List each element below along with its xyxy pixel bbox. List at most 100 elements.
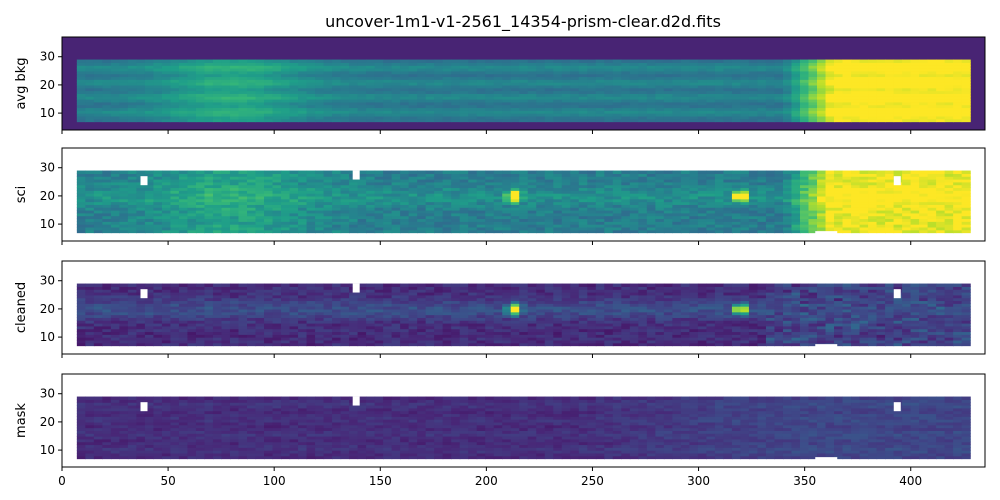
heatmap-cell — [442, 224, 452, 228]
heatmap-cell — [604, 79, 614, 83]
heatmap-cell — [212, 190, 223, 194]
heatmap-cell — [272, 176, 282, 180]
heatmap-cell — [119, 184, 129, 189]
heatmap-cell — [374, 115, 384, 120]
heatmap-cell — [893, 59, 903, 63]
heatmap-cell — [663, 93, 673, 97]
heatmap-cell — [195, 84, 206, 89]
heatmap-cell — [468, 176, 478, 180]
heatmap-cell — [187, 179, 197, 183]
heatmap-cell — [646, 79, 656, 83]
heatmap-cell — [247, 99, 257, 103]
heatmap-cell — [306, 104, 316, 109]
heatmap-cell — [170, 190, 180, 194]
heatmap-cell — [748, 110, 759, 114]
heatmap-cell — [468, 62, 478, 66]
heatmap-cell — [493, 207, 503, 211]
heatmap-cell — [604, 87, 614, 92]
heatmap-cell — [221, 224, 231, 228]
heatmap-cell — [238, 184, 248, 189]
heatmap-cell — [570, 184, 580, 189]
heatmap-cell — [85, 82, 95, 86]
heatmap-cell — [553, 99, 563, 103]
heatmap-cell — [102, 87, 112, 92]
heatmap-cell — [272, 70, 282, 75]
heatmap-cell — [170, 181, 180, 186]
heatmap-cell — [519, 221, 529, 225]
heatmap-cell — [689, 79, 699, 83]
heatmap-cell — [187, 113, 197, 117]
heatmap-cell — [817, 118, 827, 123]
heatmap-cell — [485, 195, 495, 200]
heatmap-cell — [544, 90, 554, 94]
heatmap-cell — [834, 110, 844, 114]
heatmap-cell — [332, 212, 342, 217]
heatmap-cell — [936, 170, 946, 174]
heatmap-cell — [247, 212, 257, 217]
heatmap-cell — [127, 65, 138, 69]
heatmap-cell — [340, 84, 350, 89]
heatmap-cell — [817, 73, 827, 78]
heatmap-cell — [527, 104, 537, 109]
heatmap-cell — [315, 221, 325, 225]
heatmap-cell — [153, 170, 163, 174]
heatmap-cell — [646, 110, 656, 114]
heatmap-cell — [851, 73, 861, 78]
heatmap-cell — [800, 101, 810, 106]
heatmap-cell — [204, 96, 214, 100]
heatmap-cell — [697, 115, 708, 120]
heatmap-cell — [595, 190, 605, 194]
heatmap-cell — [298, 84, 308, 89]
heatmap-cell — [561, 207, 571, 211]
heatmap-cell — [425, 201, 435, 205]
heatmap-cell — [221, 96, 231, 100]
heatmap-cell — [714, 90, 725, 94]
heatmap-cell — [706, 65, 716, 69]
heatmap-cell — [570, 193, 580, 197]
heatmap-cell — [510, 212, 520, 217]
heatmap-cell — [927, 68, 937, 72]
heatmap-cell — [587, 104, 597, 109]
heatmap-cell — [93, 221, 103, 225]
heatmap-cell — [383, 87, 393, 92]
heatmap-cell — [629, 96, 639, 100]
heatmap-cell — [306, 76, 316, 80]
heatmap-cell — [655, 84, 665, 89]
heatmap-cell — [102, 170, 112, 174]
heatmap-cell — [272, 184, 282, 189]
heatmap-cell — [144, 101, 155, 106]
heatmap-cell — [434, 62, 444, 66]
heatmap-cell — [689, 107, 699, 111]
heatmap-cell — [144, 283, 155, 287]
heatmap-cell — [536, 79, 546, 83]
heatmap-cell — [476, 229, 486, 234]
heatmap-cell — [476, 93, 486, 97]
heatmap-cell — [102, 184, 112, 189]
heatmap-cell — [315, 170, 325, 174]
heatmap-cell — [127, 210, 138, 214]
heatmap-cell — [264, 179, 274, 183]
heatmap-cell — [408, 62, 418, 66]
masked-pixel — [140, 176, 148, 186]
heatmap-cell — [102, 193, 112, 197]
heatmap-cell — [357, 65, 367, 69]
heatmap-cell — [85, 176, 95, 180]
heatmap-cell — [902, 65, 912, 69]
heatmap-cell — [706, 99, 716, 103]
heatmap-cell — [281, 218, 291, 222]
heatmap-cell — [374, 207, 384, 211]
heatmap-cell — [493, 70, 503, 75]
heatmap-cell — [247, 84, 257, 89]
heatmap-cell — [493, 107, 503, 111]
heatmap-cell — [281, 59, 291, 63]
heatmap-cell — [536, 187, 546, 191]
heatmap-cell — [519, 62, 529, 66]
heatmap-cell — [102, 187, 112, 191]
heatmap-cell — [374, 59, 384, 63]
heatmap-cell — [791, 96, 801, 100]
heatmap-cell — [961, 170, 971, 174]
heatmap-cell — [604, 107, 614, 111]
heatmap-cell — [621, 76, 631, 80]
heatmap-cell — [868, 99, 878, 103]
heatmap-cell — [527, 68, 537, 72]
